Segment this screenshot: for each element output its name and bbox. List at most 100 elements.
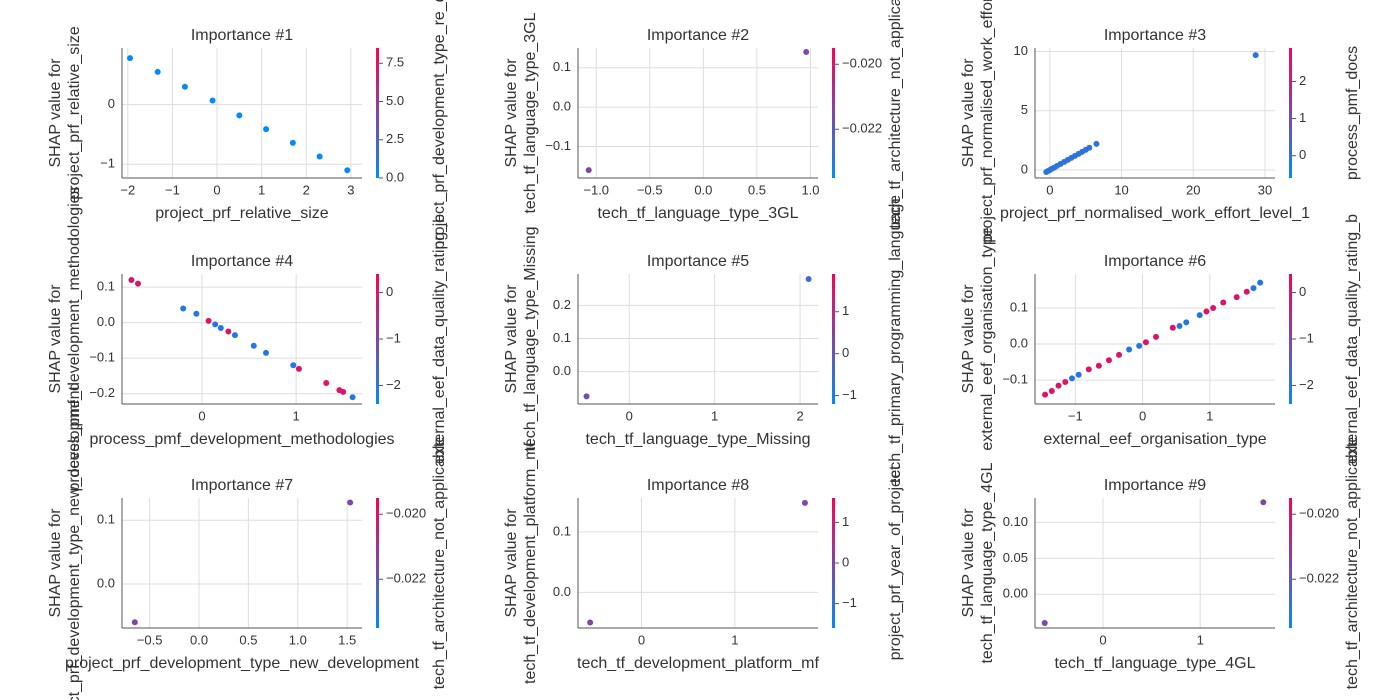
y-axis-label: SHAP value for	[503, 58, 520, 168]
point	[209, 97, 216, 104]
colorbar	[376, 498, 379, 628]
colorbar-tick-label: −2	[386, 377, 401, 392]
x-tick-label: −0.5	[637, 182, 663, 197]
point	[135, 280, 141, 287]
point	[1243, 288, 1250, 295]
point	[217, 324, 224, 331]
colorbar-tick-label: 1	[842, 303, 849, 318]
colorbar	[376, 274, 379, 404]
point	[250, 342, 257, 349]
subplot: Importance #6 −1 0 1 −0.1 0.0 0.1 external_eef_…	[960, 214, 1361, 464]
point	[344, 167, 351, 174]
y-tick-label: 0.1	[97, 512, 115, 527]
point	[1220, 299, 1227, 306]
y-tick-label: −1	[100, 156, 115, 171]
x-tick-label: 30	[1258, 182, 1272, 197]
x-tick-label: 1	[258, 182, 265, 197]
colorbar-label: tech_tf_primary_programming_language	[887, 195, 904, 483]
point	[1183, 319, 1190, 326]
y-tick-label: 0	[1021, 161, 1028, 176]
y-tick-label: 0.1	[1010, 299, 1028, 314]
y-tick-label: 0.05	[1003, 550, 1028, 565]
colorbar	[1289, 274, 1292, 404]
y-axis-label: tech_tf_development_platform_mf	[522, 441, 539, 683]
point	[587, 619, 594, 626]
y-axis-label: project_prf_relative_size	[66, 26, 83, 200]
x-axis-label: project_prf_relative_size	[155, 205, 329, 222]
y-tick-label: 10	[1014, 43, 1028, 58]
x-tick-label: 1	[1206, 408, 1213, 423]
x-tick-label: −2	[120, 182, 135, 197]
point	[1233, 294, 1240, 301]
colorbar-tick-label: 5.0	[386, 93, 404, 108]
subplot-title: Importance #3	[1104, 27, 1206, 44]
point	[1042, 391, 1049, 398]
colorbar-tick-label: −0.020	[386, 506, 426, 521]
point	[1176, 323, 1183, 329]
x-tick-label: −0.5	[137, 632, 163, 647]
colorbar-label: external_eef_data_quality_rating_b	[431, 214, 448, 464]
point	[180, 305, 187, 312]
x-tick-label: 0.5	[239, 632, 257, 647]
point	[1203, 308, 1210, 315]
colorbar-tick-label: −1	[842, 595, 857, 610]
point	[340, 388, 347, 395]
subplot-title: Importance #6	[1104, 253, 1206, 270]
y-axis-label: SHAP value for	[503, 508, 520, 618]
colorbar-tick-label: 0	[386, 284, 393, 299]
colorbar-label: tech_tf_architecture_not_applica	[887, 0, 904, 229]
colorbar-tick-label: 2.5	[386, 131, 404, 146]
point	[1068, 375, 1075, 382]
y-axis-label: process_pmf_development_methodologies	[66, 186, 83, 491]
colorbar-label: process_pmf_docs	[1344, 46, 1361, 180]
point	[1210, 304, 1217, 311]
subplot-title: Importance #2	[647, 27, 749, 44]
y-axis-label: SHAP value for	[47, 58, 64, 168]
point	[131, 619, 138, 626]
colorbar	[832, 48, 835, 178]
point	[263, 126, 270, 133]
point	[193, 310, 200, 317]
point	[1126, 346, 1133, 353]
point	[1250, 285, 1257, 292]
y-tick-label: −0.1	[89, 350, 115, 365]
x-tick-label: 0	[1099, 632, 1106, 647]
point	[1085, 366, 1092, 373]
colorbar-tick-label: 2	[1299, 73, 1306, 88]
colorbar-tick-label: 0	[842, 554, 849, 569]
colorbar-label: tech_tf_architecture_not_applicable	[1344, 437, 1361, 690]
point	[1196, 312, 1203, 319]
x-tick-label: 0	[1139, 408, 1146, 423]
point	[323, 380, 330, 387]
y-tick-label: −0.2	[89, 385, 115, 400]
colorbar-label: project_prf_development_type_re_dev	[431, 0, 448, 250]
y-axis-label: SHAP value for	[503, 284, 520, 394]
point	[231, 332, 238, 339]
y-tick-label: 0.0	[97, 575, 115, 590]
colorbar-label: tech_tf_architecture_not_applicable	[431, 437, 448, 690]
x-tick-label: 0	[626, 408, 633, 423]
subplot: Importance #1 −2 −1 0 1 2 3 −1 0 project_prf_rela…	[47, 0, 448, 250]
point	[128, 277, 135, 284]
colorbar-tick-label: −1	[842, 387, 857, 402]
point	[212, 321, 219, 328]
y-axis-label: project_prf_normalised_work_effort_	[979, 0, 996, 243]
point	[1105, 357, 1112, 364]
point	[154, 68, 161, 75]
colorbar-tick-label: −0.022	[842, 121, 882, 136]
x-tick-label: 1	[293, 408, 300, 423]
y-tick-label: 5	[1021, 102, 1028, 117]
subplot: Importance #2 −1.0 −0.5 0.0 0.5 1.0 −0.1 0.0 0.1…	[503, 0, 904, 229]
x-tick-label: 1.5	[338, 632, 356, 647]
point	[1260, 499, 1267, 506]
y-tick-label: 0.0	[553, 363, 571, 378]
subplot-title: Importance #7	[191, 477, 293, 494]
point	[1153, 333, 1160, 340]
y-axis-label: SHAP value for	[47, 508, 64, 618]
x-tick-label: −1	[1068, 408, 1083, 423]
x-tick-label: 20	[1186, 182, 1200, 197]
colorbar	[832, 498, 835, 628]
colorbar-tick-label: 7.5	[386, 55, 404, 70]
colorbar	[1289, 498, 1292, 628]
point	[181, 83, 188, 90]
